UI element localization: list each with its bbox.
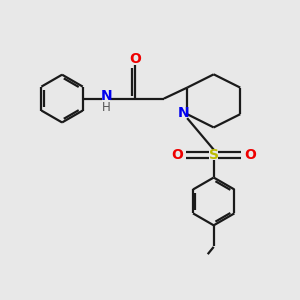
- Text: S: S: [209, 148, 219, 162]
- Text: N: N: [177, 106, 189, 120]
- Text: O: O: [129, 52, 141, 66]
- Text: H: H: [102, 101, 111, 114]
- Text: N: N: [100, 89, 112, 103]
- Text: O: O: [244, 148, 256, 162]
- Text: O: O: [171, 148, 183, 162]
